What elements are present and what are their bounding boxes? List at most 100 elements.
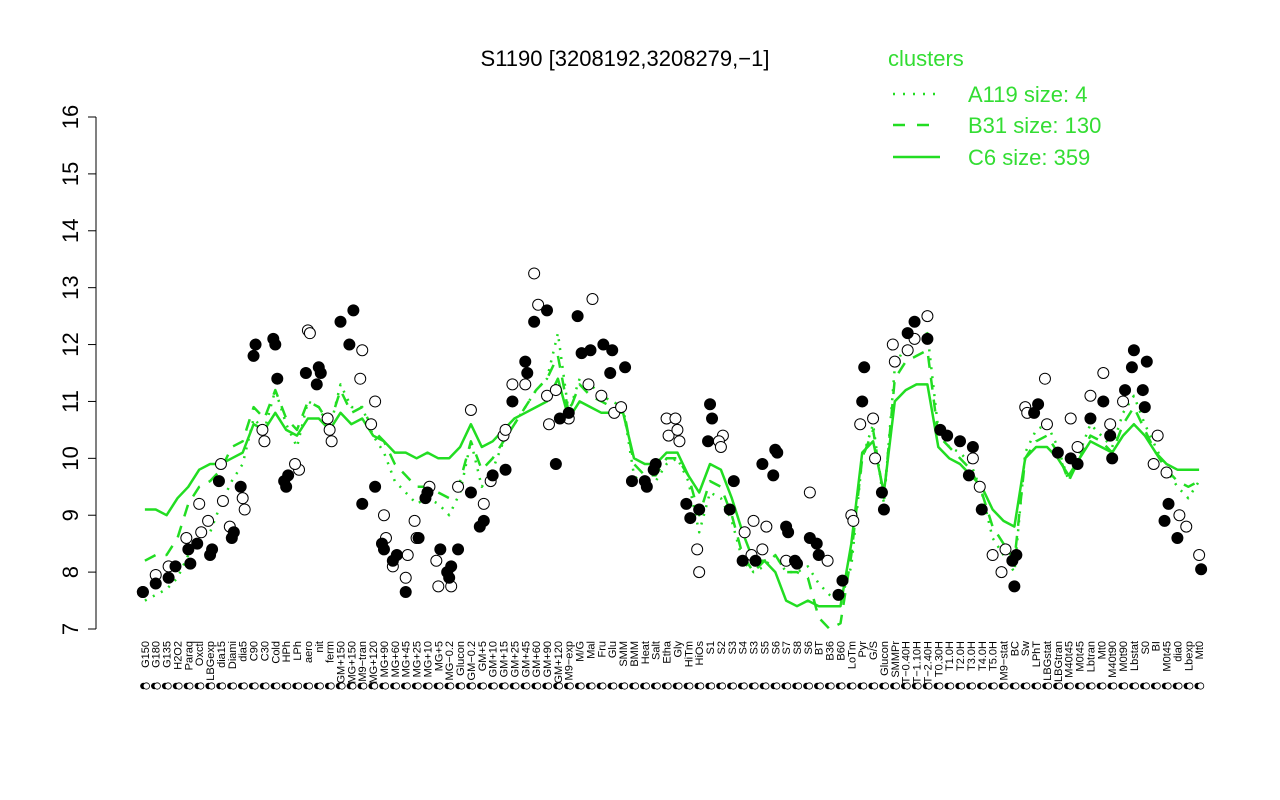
point-open [615,401,628,414]
x-tick-label: HPh [281,641,293,662]
rug-dot-open [990,682,998,690]
point-filled [1125,361,1138,374]
rug-dot-open [1099,682,1107,690]
point-filled [521,367,534,379]
point-open [691,543,704,556]
x-tick-label: T5.0H [988,641,1000,671]
point-filled [767,469,780,482]
rug-dot-open [164,682,172,690]
point-filled [584,344,597,357]
x-tick-label: LPhT [1031,641,1043,668]
x-tick-label: B36 [825,641,837,661]
point-filled [247,349,260,362]
y-tick-label-11: 11 [58,390,83,413]
rug-dot-open [1066,682,1074,690]
point-open [193,497,206,510]
rug-dot-open [1077,682,1085,690]
rug-dot-open [327,682,335,690]
series-lines [144,331,1201,631]
point-open [986,549,999,562]
x-tick-label: dia5 [238,641,250,662]
point-filled [1119,384,1132,397]
rug-dot-open [805,682,813,690]
point-filled [619,361,632,374]
point-filled [399,586,412,599]
point-filled [606,344,619,357]
point-open [202,514,215,527]
point-filled [486,469,499,482]
point-filled [736,554,749,567]
x-tick-label: MG+150 [346,641,358,684]
rug-dot-open [599,682,607,690]
point-filled [1136,384,1149,397]
x-tick-label: MG+120 [368,641,380,684]
x-tick-label: G180 [151,641,163,668]
point-filled [149,577,162,590]
rug-dot-open [718,682,727,690]
x-tick-label: Mt0 [1194,641,1206,659]
rug-dot-open [957,682,966,690]
x-tick-label: GM+15 [499,641,511,677]
rug-dot-open [186,682,194,690]
point-open [662,429,675,442]
point-filled [832,588,845,601]
rug-dot-open [305,682,313,690]
rug-dot-open [457,682,466,690]
point-open [595,389,608,402]
rug-dot-open [740,682,748,690]
point-filled [966,440,979,453]
rug-dot-open [914,682,922,690]
rug-dot-open [1186,682,1194,690]
point-filled [571,310,584,323]
point-open [714,440,727,453]
rug-dot-open [360,682,368,690]
point-filled [1006,554,1019,567]
x-tick-label: Diami [227,641,239,669]
point-filled [908,315,921,328]
x-tick-label: Mal [585,641,597,659]
point-open [1193,549,1206,562]
rug-dot-open [251,682,259,690]
point-filled [280,480,293,493]
rug-dot-open [729,682,737,690]
x-tick-label: S0 [1140,641,1152,654]
rug-dot-open [1055,682,1063,690]
x-tick-label: M40t45 [1064,641,1076,678]
x-tick-label: GM+10 [488,641,500,677]
x-tick-label: S3 [749,641,761,654]
point-open [356,344,369,357]
point-filled [136,586,149,599]
y-tick-label-12: 12 [58,332,83,356]
rug-dot-open [968,682,976,690]
x-tick-label: GM+45 [520,641,532,677]
point-filled [625,475,638,488]
x-tick-label: M/G [575,641,587,662]
y-tick-label-16: 16 [58,105,83,129]
point-filled [412,531,425,544]
rug-dot-open [1034,682,1042,690]
point-filled [206,543,219,556]
y-tick-label-14: 14 [58,219,83,243]
legend-entry-b31: B31 size: 130 [968,113,1101,138]
point-open [1151,429,1164,442]
x-tick-label: Glucon [879,641,891,676]
point-open [1180,520,1193,533]
rug-dot-open [501,682,509,690]
rug-dot-open [316,682,324,690]
point-filled [901,327,914,340]
rug-dot-open [262,682,270,690]
x-tick-label: MG+5 [433,641,445,671]
point-filled [506,395,519,408]
x-tick-label: MG+45 [401,641,413,677]
x-tick-label: nit [314,641,326,653]
point-filled [347,304,360,317]
point-open [543,418,556,431]
point-open [1038,372,1051,385]
rug-dot-open [425,682,433,690]
rug-dot-open [534,682,542,690]
points-layer [136,267,1208,601]
point-filled [1195,563,1208,576]
point-filled [941,429,954,442]
rug-dot-open [784,682,792,690]
x-tick-label: C90 [249,641,261,661]
